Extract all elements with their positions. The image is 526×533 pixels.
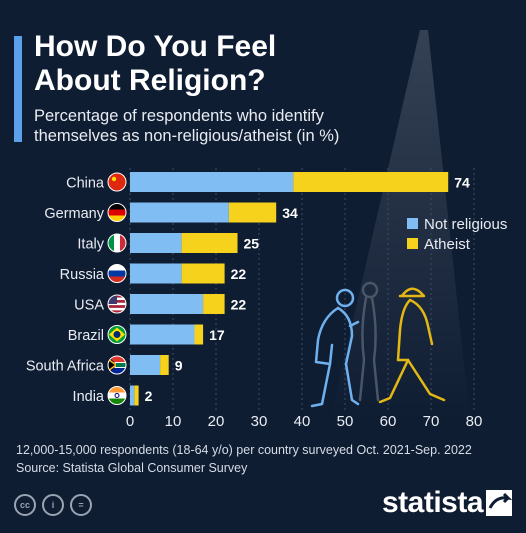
bar-atheist [181,233,238,253]
bar-total-label: 2 [145,388,153,404]
bar-atheist [160,355,169,375]
legend-swatch-not-religious [407,218,418,229]
bar-not-religious [130,172,294,192]
x-tick-label: 0 [126,413,134,430]
light-beam [330,30,470,420]
category-label: Germany [44,206,104,222]
category-label: Russia [60,267,105,283]
bar-total-label: 22 [231,266,247,282]
x-tick-label: 80 [466,413,483,430]
category-label: Italy [77,237,104,253]
by-icon[interactable]: i [42,494,64,516]
accent-bar [14,36,22,142]
bar-total-label: 74 [454,175,470,191]
x-tick-label: 70 [423,413,440,430]
blue-walker-icon [310,288,360,408]
statista-logo-icon [486,490,512,516]
x-tick-label: 30 [251,413,268,430]
chart-subtitle: Percentage of respondents who identify t… [34,106,394,146]
statista-logo[interactable]: statista [382,486,484,519]
bar-not-religious [130,385,135,406]
bar-total-label: 22 [231,297,247,313]
x-tick-label: 10 [165,413,182,430]
china-flag-icon [107,172,127,192]
legend-swatch-atheist [407,238,418,249]
india-flag-icon [107,386,127,405]
category-label: USA [74,298,104,314]
brazil-flag-icon [107,325,127,344]
category-label: South Africa [26,359,105,375]
russia-flag-icon [107,264,127,283]
bar-atheist [194,324,204,345]
italy-flag-icon [107,233,127,253]
walking-people-illustration [310,281,446,408]
x-tick-label: 50 [337,413,354,430]
subtitle-line-2: themselves as non-religious/atheist (in … [34,127,340,145]
nd-icon[interactable]: = [70,494,92,516]
chart-title: How Do You Feel About Religion? [34,30,334,98]
usa-flag-icon [107,294,127,314]
x-tick-label: 20 [208,413,225,430]
x-tick-label: 60 [380,413,397,430]
bar-atheist [134,385,139,406]
x-tick-label: 40 [294,413,311,430]
bar-atheist [293,172,449,192]
bar-not-religious [130,233,182,253]
survey-note: 12,000-15,000 respondents (18-64 y/o) pe… [16,443,472,457]
subtitle-line-1: Percentage of respondents who identify [34,107,324,125]
yellow-walker-icon [378,287,446,404]
category-label: China [66,176,105,192]
bar-not-religious [130,324,195,345]
bar-atheist [228,202,277,223]
cc-icon[interactable]: cc [14,494,36,516]
bar-atheist [181,263,225,284]
legend-label-not-religious: Not religious [424,216,507,233]
category-label: Brazil [68,328,104,344]
source-note: Source: Statista Global Consumer Survey [16,461,248,475]
bar-total-label: 9 [175,358,183,374]
license-icons: cc i = [14,494,92,516]
south-africa-flag-icon [107,355,127,375]
gray-walker-icon [358,281,380,402]
title-line-1: How Do You Feel [34,30,277,63]
bar-not-religious [130,263,182,284]
legend-label-atheist: Atheist [424,236,471,253]
category-label: India [73,389,105,405]
bar-not-religious [130,294,204,314]
title-line-2: About Religion? [34,64,266,97]
bar-total-label: 17 [209,327,225,343]
bar-not-religious [130,202,229,223]
bar-atheist [203,294,225,314]
bar-total-label: 25 [244,236,260,252]
germany-flag-icon [107,203,127,222]
bar-total-label: 34 [282,205,298,221]
bar-not-religious [130,355,161,375]
